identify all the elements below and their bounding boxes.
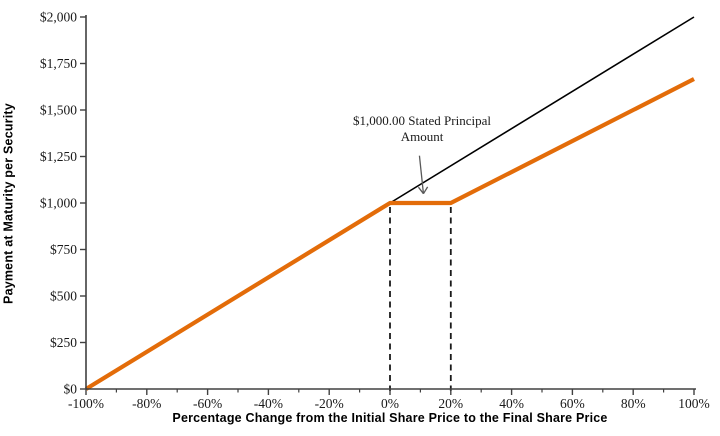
y-axis-tick-label: $0	[64, 382, 78, 397]
x-axis-tick-label: 40%	[499, 396, 524, 411]
x-axis-tick-label: 20%	[438, 396, 463, 411]
payment-at-maturity-line	[84, 77, 695, 391]
y-axis-tick-label: $1,500	[40, 103, 77, 118]
x-axis-tick-label: 100%	[678, 396, 710, 411]
x-axis-tick-label: 80%	[621, 396, 646, 411]
x-axis-tick-label: -20%	[315, 396, 344, 411]
x-axis-tick-label: -60%	[193, 396, 222, 411]
y-axis-tick-label: $500	[50, 289, 77, 304]
annotation-line-1: $1,000.00 Stated Principal	[353, 113, 491, 128]
y-axis-tick-label: $1,250	[40, 149, 77, 164]
x-axis-tick-label: 60%	[560, 396, 585, 411]
x-axis-tick-label: -80%	[132, 396, 161, 411]
annotation-arrow-shaft	[418, 155, 425, 194]
annotation-arrowhead-right	[422, 186, 429, 195]
y-axis-title: Payment at Maturity per Security	[1, 103, 16, 304]
annotation-arrowhead-left	[417, 186, 424, 195]
x-axis-tick-label: -100%	[68, 396, 104, 411]
annotation-line-2: Amount	[400, 129, 444, 144]
x-axis-tick-label: 0%	[381, 396, 399, 411]
y-axis-tick-label: $1,750	[40, 56, 77, 71]
y-axis-tick-label: $750	[50, 242, 77, 257]
uncapped-share-performance-line	[389, 16, 695, 204]
y-axis-tick-label: $250	[50, 335, 77, 350]
x-axis-tick-label: -40%	[254, 396, 283, 411]
x-axis-title: Percentage Change from the Initial Share…	[172, 411, 608, 425]
y-axis-tick-label: $2,000	[40, 10, 77, 25]
stated-principal-annotation: $1,000.00 Stated Principal Amount	[330, 113, 514, 145]
y-axis-tick-label: $1,000	[40, 196, 77, 211]
